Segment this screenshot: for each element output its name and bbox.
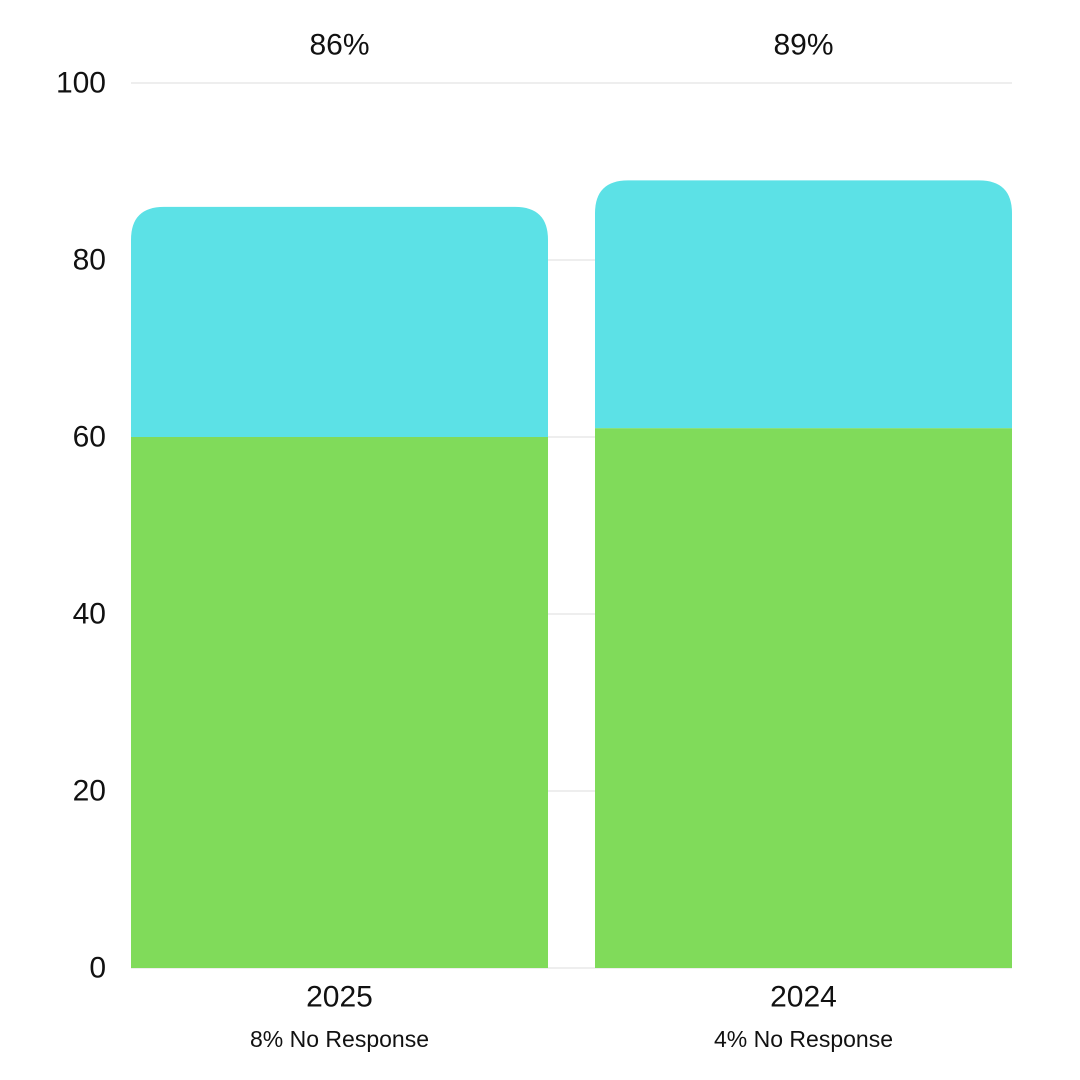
y-tick-label: 20 — [73, 775, 106, 808]
y-tick-label: 40 — [73, 598, 106, 631]
bar-segment-2-2024 — [595, 180, 1012, 429]
y-tick-label: 0 — [89, 952, 106, 985]
y-tick-label: 100 — [56, 67, 106, 100]
y-tick-label: 60 — [73, 421, 106, 454]
bar-segment-1-2024 — [595, 428, 1012, 968]
bars — [131, 180, 1012, 968]
x-category-sublabel: 8% No Response — [250, 1026, 429, 1052]
x-category-label: 2025 — [306, 981, 373, 1014]
y-tick-label: 80 — [73, 244, 106, 277]
bar-segment-2-2025 — [131, 206, 548, 437]
bar-segment-1-2025 — [131, 437, 548, 968]
x-category-label: 2024 — [770, 981, 837, 1014]
bar-total-label: 86% — [309, 29, 369, 62]
bar-total-label: 89% — [773, 29, 833, 62]
x-category-sublabel: 4% No Response — [714, 1026, 893, 1052]
bar-labels: 86% 2025 8% No Response 89% 2024 4% No Respon… — [250, 29, 893, 1053]
y-axis-ticks: 0 20 40 60 80 100 — [56, 67, 106, 985]
